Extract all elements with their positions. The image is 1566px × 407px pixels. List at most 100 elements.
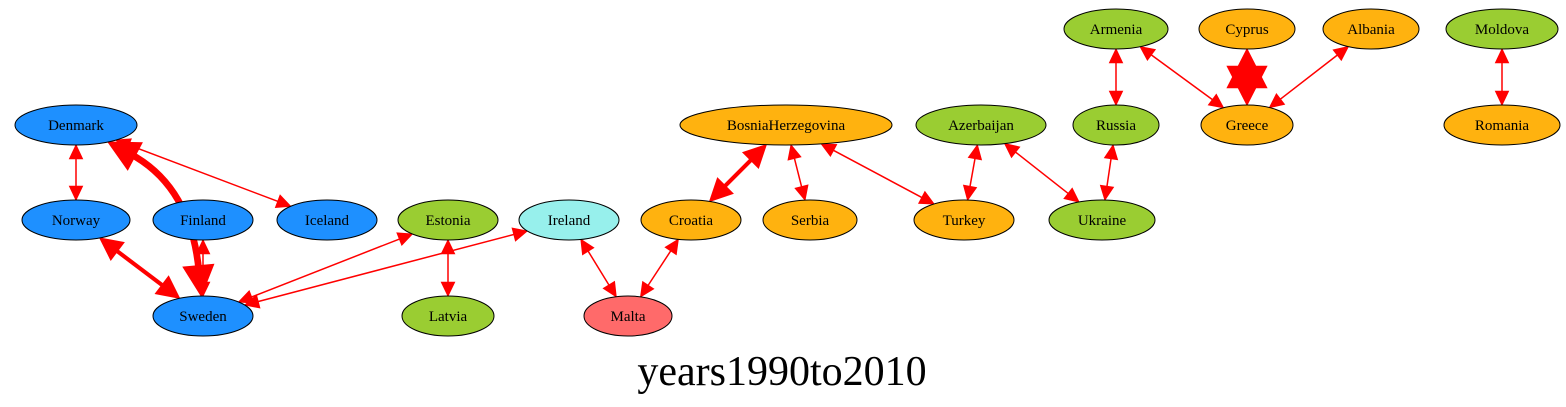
node-label: Russia	[1096, 118, 1136, 134]
arrowhead-from	[787, 143, 802, 161]
edge-norway-sweden	[98, 237, 181, 299]
node-ellipse	[152, 295, 254, 337]
edge-azerbaijan-turkey	[962, 143, 983, 202]
arrowhead-from	[440, 238, 456, 255]
edge-russia-ukraine	[1099, 143, 1119, 202]
edge-line	[586, 248, 612, 288]
arrowhead-from	[580, 238, 595, 256]
node-ellipse	[1048, 199, 1156, 241]
node-azerbaijan: Azerbaijan	[915, 104, 1047, 146]
arrowhead-from	[664, 238, 679, 256]
edge-cyprus-greece	[1226, 47, 1268, 107]
edge-line	[248, 237, 403, 299]
arrowhead-from	[820, 143, 838, 158]
node-croatia: Croatia	[640, 199, 742, 241]
node-greece: Greece	[1200, 104, 1294, 146]
arrowhead-from	[1139, 46, 1157, 62]
edge-line	[830, 148, 925, 200]
node-ellipse	[583, 295, 673, 337]
arrowhead-to	[1226, 65, 1268, 107]
arrowhead-to	[1494, 90, 1510, 107]
node-cyprus: Cyprus	[1198, 8, 1296, 50]
arrowhead-from	[98, 237, 125, 261]
arrowhead-to	[917, 190, 936, 205]
arrowhead-from	[68, 143, 84, 160]
edge-azerbaijan-ukraine	[1003, 142, 1080, 203]
edge-estonia-latvia	[440, 238, 456, 298]
node-label: Moldova	[1475, 22, 1530, 38]
node-ellipse	[1443, 104, 1561, 146]
node-label: Denmark	[48, 118, 104, 134]
edge-estonia-sweden	[237, 232, 414, 304]
node-label: Latvia	[429, 309, 468, 325]
node-norway: Norway	[21, 199, 131, 241]
node-label: Iceland	[305, 213, 350, 229]
node-ellipse	[640, 199, 742, 241]
edge-line	[125, 143, 281, 204]
node-ellipse	[1445, 8, 1559, 50]
arrowhead-to	[639, 280, 655, 298]
edge-ireland-sweden	[243, 227, 529, 309]
arrowhead-from	[1103, 143, 1119, 161]
arrowhead-from	[1494, 47, 1510, 64]
arrowhead-to	[154, 275, 181, 299]
node-label: BosniaHerzegovina	[727, 118, 846, 134]
arrowhead-to	[243, 294, 261, 309]
arrowhead-to	[274, 194, 292, 209]
node-ellipse	[518, 199, 620, 241]
arrowhead-from	[195, 238, 211, 255]
node-ellipse	[397, 199, 499, 241]
node-ellipse	[276, 199, 378, 241]
node-label: Ireland	[548, 213, 591, 229]
arrowhead-to	[1108, 90, 1124, 107]
node-ellipse	[762, 199, 858, 241]
node-label: Turkey	[943, 213, 986, 229]
arrowhead-to	[182, 263, 215, 298]
edge-line	[1012, 149, 1071, 196]
node-sweden: Sweden	[152, 295, 254, 337]
node-estonia: Estonia	[397, 199, 499, 241]
node-label: Estonia	[426, 213, 471, 229]
node-label: Serbia	[791, 213, 830, 229]
edge-denmark-iceland	[114, 138, 292, 209]
node-denmark: Denmark	[14, 104, 138, 146]
node-label: Norway	[52, 213, 101, 229]
node-ellipse	[679, 104, 893, 146]
node-russia: Russia	[1072, 104, 1160, 146]
node-label: Greece	[1226, 118, 1269, 134]
edge-line	[1148, 52, 1216, 102]
arrowhead-from	[1108, 47, 1124, 64]
node-label: Cyprus	[1225, 22, 1269, 38]
node-label: Finland	[180, 213, 226, 229]
arrowhead-to	[708, 177, 734, 203]
node-ellipse	[915, 104, 1047, 146]
edge-line	[255, 233, 517, 303]
edge-line	[1105, 155, 1113, 190]
arrowhead-from	[1332, 45, 1350, 62]
arrowhead-to	[794, 184, 809, 202]
node-ellipse	[1200, 104, 1294, 146]
edge-line	[720, 155, 756, 191]
node-label: Sweden	[179, 309, 227, 325]
node-ireland: Ireland	[518, 199, 620, 241]
edge-ireland-malta	[580, 238, 617, 298]
graph-title: years1990to2010	[637, 349, 926, 395]
edge-line	[968, 155, 977, 190]
arrowhead-to	[195, 281, 211, 298]
edge-bosnia-croatia	[708, 143, 768, 203]
edge-bosnia-serbia	[787, 143, 809, 202]
node-label: Romania	[1475, 118, 1529, 134]
nodes-layer: Denmark Norway Finland Iceland Sweden Estonia…	[14, 8, 1561, 337]
edge-line	[1277, 52, 1340, 102]
node-ellipse	[1063, 8, 1169, 50]
arrowhead-from	[741, 143, 768, 170]
arrowhead-to	[68, 185, 84, 202]
node-malta: Malta	[583, 295, 673, 337]
node-romania: Romania	[1443, 104, 1561, 146]
arrowhead-from	[511, 227, 529, 242]
arrowhead-from	[1003, 142, 1021, 159]
arrowhead-to	[1207, 93, 1225, 109]
node-label: Malta	[611, 309, 646, 325]
arrowhead-to	[440, 281, 456, 298]
